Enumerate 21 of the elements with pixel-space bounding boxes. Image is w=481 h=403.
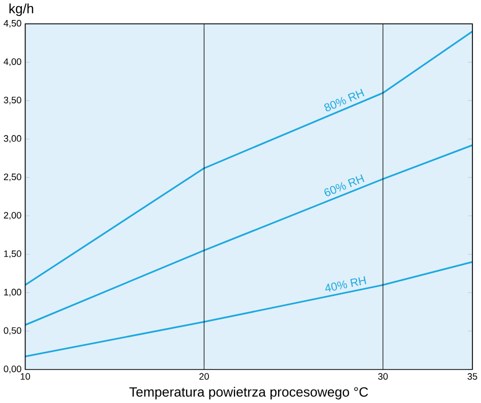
text: 40% RH (325, 276, 366, 292)
x-tick-label: 10 (20, 373, 30, 380)
text: 80% RH (324, 88, 364, 112)
y-tick-label: 3,50 (4, 96, 22, 105)
y-tick-label: 4,00 (4, 58, 22, 66)
y-tick-label: 2,00 (4, 212, 22, 220)
y-tick-label: 3,00 (4, 135, 22, 143)
x-tick-label: 30 (378, 373, 388, 380)
x-axis-title: Temperatura powietrza procesowego °C (129, 386, 368, 400)
line-series (24, 144, 474, 326)
text: 60% RH (324, 174, 364, 196)
y-tick-label: 2,50 (4, 174, 22, 182)
y-tick-label: 4,50 (4, 20, 22, 28)
y-tick-label: 0,00 (4, 366, 22, 374)
y-tick-label: 1,00 (4, 288, 22, 297)
y-tick-label: 1,50 (4, 250, 22, 258)
x-tick-label: 35 (468, 373, 478, 380)
y-tick-label: 0,50 (4, 327, 22, 335)
y-axis-title: kg/h (9, 4, 34, 16)
line-series (24, 261, 474, 358)
x-tick-label: 20 (199, 373, 209, 380)
